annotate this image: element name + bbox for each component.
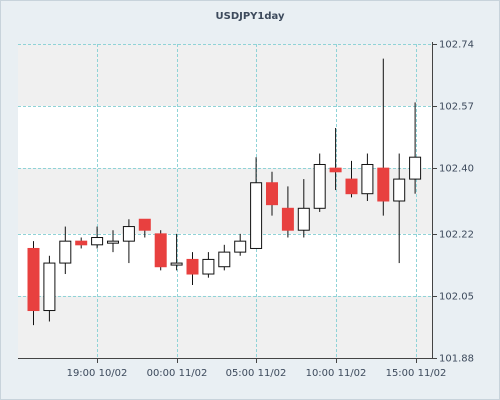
candle-body-up bbox=[313, 163, 326, 209]
candle-body-down bbox=[154, 233, 167, 268]
candle bbox=[170, 233, 183, 271]
candle bbox=[313, 153, 326, 212]
candle-body-up bbox=[59, 240, 72, 264]
x-axis-ticks: 19:00 10/02 00:00 11/02 05:00 11/02 10:00 1… bbox=[67, 358, 447, 379]
candle bbox=[409, 102, 422, 194]
candle bbox=[138, 218, 151, 238]
axes bbox=[18, 42, 433, 359]
candle-body-up bbox=[361, 163, 374, 195]
x-tick-label: 10:00 11/02 bbox=[306, 368, 367, 379]
candles bbox=[27, 58, 422, 326]
candle-body-down bbox=[266, 182, 278, 206]
y-tick-label: 102.05 bbox=[439, 291, 474, 302]
candle bbox=[281, 186, 294, 238]
candle bbox=[202, 252, 215, 278]
candle-body-up bbox=[250, 182, 263, 249]
candle bbox=[122, 219, 135, 264]
candle-body-up bbox=[91, 237, 104, 246]
candle-body-down bbox=[186, 258, 199, 275]
y-tick-label: 102.57 bbox=[439, 102, 474, 113]
candle-body-up bbox=[393, 178, 406, 202]
candle-body-up bbox=[234, 240, 247, 253]
x-tick-label: 00:00 11/02 bbox=[147, 368, 208, 379]
candle-body-up bbox=[170, 262, 183, 266]
candle bbox=[297, 179, 310, 238]
candle-body-down bbox=[377, 167, 390, 202]
chart-title: USDJPY1day bbox=[215, 11, 285, 22]
x-tick-label: 15:00 11/02 bbox=[386, 368, 447, 379]
candle bbox=[377, 58, 390, 216]
candle-body-down bbox=[138, 218, 151, 231]
candle-body-up bbox=[297, 207, 310, 231]
candle bbox=[75, 237, 88, 249]
candle bbox=[59, 226, 72, 275]
y-tick-label: 102.22 bbox=[439, 229, 474, 240]
candle-body-up bbox=[107, 240, 119, 244]
candle bbox=[27, 241, 40, 326]
candle bbox=[329, 127, 342, 191]
candle-body-up bbox=[43, 262, 56, 312]
y-tick-label: 102.74 bbox=[439, 40, 474, 51]
x-tick-label: 19:00 10/02 bbox=[67, 368, 128, 379]
candle-body-up bbox=[218, 251, 231, 268]
candle bbox=[154, 230, 167, 271]
x-tick-label: 05:00 11/02 bbox=[226, 368, 287, 379]
candle bbox=[218, 244, 231, 271]
y-tick-label: 102.40 bbox=[439, 164, 474, 175]
candle-body-up bbox=[122, 226, 135, 242]
candle-body-down bbox=[329, 167, 342, 173]
candle-body-down bbox=[281, 207, 294, 231]
candle bbox=[393, 153, 406, 264]
candle bbox=[266, 171, 278, 216]
y-tick-label: 101.88 bbox=[439, 354, 474, 365]
candle-body-up bbox=[409, 156, 422, 180]
candle bbox=[43, 255, 56, 322]
candle bbox=[345, 160, 358, 198]
candle bbox=[186, 252, 199, 285]
candle bbox=[91, 226, 104, 249]
plot-bands bbox=[18, 44, 432, 358]
candle-body-up bbox=[202, 258, 215, 275]
candle bbox=[107, 230, 119, 253]
candle bbox=[250, 157, 263, 249]
candle bbox=[361, 153, 374, 201]
y-axis-ticks: 102.74 102.57 102.40 102.22 102.05 101.88 bbox=[432, 40, 474, 365]
plot-band bbox=[18, 44, 432, 107]
plot-band bbox=[18, 295, 432, 358]
candle-body-down bbox=[75, 240, 88, 246]
candle-body-down bbox=[345, 178, 358, 195]
candle-body-down bbox=[27, 247, 40, 312]
candle bbox=[234, 233, 247, 256]
